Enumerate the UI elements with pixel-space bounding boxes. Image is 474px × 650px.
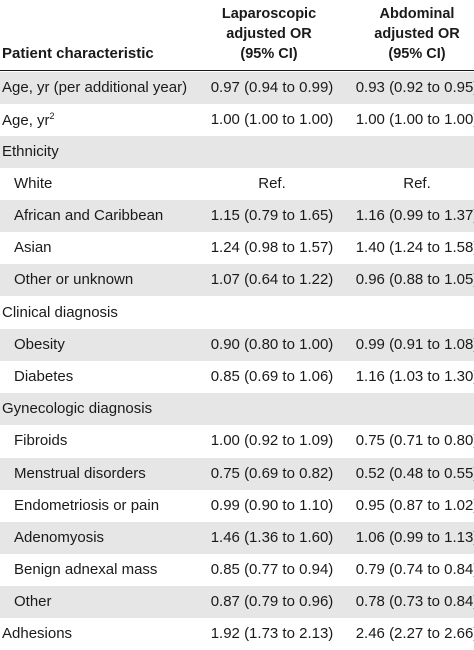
header-laparoscopic-line3: (95% CI) xyxy=(240,46,298,62)
section-label: Ethnicity xyxy=(2,143,59,160)
table-row: Benign adnexal mass 0.85 (0.77 to 0.94) … xyxy=(0,554,474,586)
table-row: Obesity 0.90 (0.80 to 1.00) 0.99 (0.91 t… xyxy=(0,329,474,361)
abdominal-value: 1.16 (0.99 to 1.37) xyxy=(355,207,474,224)
laparoscopic-value: 1.92 (1.73 to 2.13) xyxy=(210,625,334,642)
abdominal-value: 2.46 (2.27 to 2.66) xyxy=(355,625,474,642)
table-row: Fibroids 1.00 (0.92 to 1.09) 0.75 (0.71 … xyxy=(0,425,474,457)
abdominal-value: 1.06 (0.99 to 1.13) xyxy=(355,529,474,546)
row-label: Age, yr2 xyxy=(2,111,55,129)
abdominal-value: 0.52 (0.48 to 0.55) xyxy=(355,465,474,482)
laparoscopic-value: 0.85 (0.77 to 0.94) xyxy=(210,561,334,578)
row-label: Age, yr (per additional year) xyxy=(2,79,188,96)
table-row: Endometriosis or pain 0.99 (0.90 to 1.10… xyxy=(0,490,474,522)
table-section-row: Ethnicity xyxy=(0,136,474,168)
header-abdominal-line2: adjusted OR xyxy=(374,26,460,42)
laparoscopic-value: 1.46 (1.36 to 1.60) xyxy=(210,529,334,546)
row-label: Menstrual disorders xyxy=(14,465,146,482)
row-label: Fibroids xyxy=(14,432,68,449)
table-row: Other 0.87 (0.79 to 0.96) 0.78 (0.73 to … xyxy=(0,586,474,618)
table-section-row: Clinical diagnosis xyxy=(0,297,474,329)
row-label: African and Caribbean xyxy=(14,207,164,224)
laparoscopic-value: 0.85 (0.69 to 1.06) xyxy=(210,368,334,385)
table-header: Patient characteristic Laparoscopic adju… xyxy=(0,0,474,71)
abdominal-value: 0.79 (0.74 to 0.84) xyxy=(355,561,474,578)
row-label: Adenomyosis xyxy=(14,529,105,546)
row-label: Endometriosis or pain xyxy=(14,497,160,514)
laparoscopic-value: 1.24 (0.98 to 1.57) xyxy=(210,239,334,256)
abdominal-value: 0.93 (0.92 to 0.95) xyxy=(355,79,474,96)
header-laparoscopic-line1: Laparoscopic xyxy=(221,6,317,22)
table-row: African and Caribbean 1.15 (0.79 to 1.65… xyxy=(0,200,474,232)
table-row: Age, yr2 1.00 (1.00 to 1.00) 1.00 (1.00 … xyxy=(0,104,474,136)
laparoscopic-value: 0.97 (0.94 to 0.99) xyxy=(210,79,334,96)
row-label: Obesity xyxy=(14,336,65,353)
table-row: Diabetes 0.85 (0.69 to 1.06) 1.16 (1.03 … xyxy=(0,361,474,393)
laparoscopic-value: 0.90 (0.80 to 1.00) xyxy=(210,336,334,353)
table-row: Menstrual disorders 0.75 (0.69 to 0.82) … xyxy=(0,458,474,490)
laparoscopic-value: 1.00 (1.00 to 1.00) xyxy=(210,111,334,128)
row-label: Adhesions xyxy=(2,625,73,642)
header-laparoscopic: Laparoscopic adjusted OR (95% CI) xyxy=(204,4,334,64)
abdominal-value: 1.00 (1.00 to 1.00) xyxy=(355,111,474,128)
laparoscopic-value: 0.87 (0.79 to 0.96) xyxy=(210,593,334,610)
table-row: White Ref. Ref. xyxy=(0,168,474,200)
section-label: Gynecologic diagnosis xyxy=(2,400,153,417)
table-section-row: Gynecologic diagnosis xyxy=(0,393,474,425)
abdominal-value: 0.99 (0.91 to 1.08) xyxy=(355,336,474,353)
abdominal-value: Ref. xyxy=(403,175,431,192)
table-row: Adhesions 1.92 (1.73 to 2.13) 2.46 (2.27… xyxy=(0,618,474,650)
abdominal-value: 0.96 (0.88 to 1.05) xyxy=(355,271,474,288)
row-label: Other xyxy=(14,593,52,610)
abdominal-value: 1.16 (1.03 to 1.30) xyxy=(355,368,474,385)
row-label: White xyxy=(14,175,53,192)
row-label: Diabetes xyxy=(14,368,74,385)
abdominal-value: 0.75 (0.71 to 0.80) xyxy=(355,432,474,449)
row-label-text: Age, yr xyxy=(2,112,50,129)
laparoscopic-value: 0.75 (0.69 to 0.82) xyxy=(210,465,334,482)
row-label-superscript: 2 xyxy=(49,111,55,121)
laparoscopic-value: 0.99 (0.90 to 1.10) xyxy=(210,497,334,514)
table-row: Asian 1.24 (0.98 to 1.57) 1.40 (1.24 to … xyxy=(0,232,474,264)
abdominal-value: 0.78 (0.73 to 0.84) xyxy=(355,593,474,610)
laparoscopic-value: 1.15 (0.79 to 1.65) xyxy=(210,207,334,224)
table-row: Adenomyosis 1.46 (1.36 to 1.60) 1.06 (0.… xyxy=(0,522,474,554)
table-row: Age, yr (per additional year) 0.97 (0.94… xyxy=(0,72,474,104)
row-label: Asian xyxy=(14,239,52,256)
header-abdominal: Abdominal adjusted OR (95% CI) xyxy=(352,4,474,64)
laparoscopic-value: 1.00 (0.92 to 1.09) xyxy=(210,432,334,449)
laparoscopic-value: Ref. xyxy=(258,175,286,192)
section-label: Clinical diagnosis xyxy=(2,304,118,321)
laparoscopic-value: 1.07 (0.64 to 1.22) xyxy=(210,271,334,288)
header-characteristic: Patient characteristic xyxy=(2,45,154,62)
row-label: Other or unknown xyxy=(14,271,134,288)
header-abdominal-line1: Abdominal xyxy=(379,6,455,22)
row-label: Benign adnexal mass xyxy=(14,561,158,578)
header-laparoscopic-line2: adjusted OR xyxy=(226,26,312,42)
abdominal-value: 0.95 (0.87 to 1.02) xyxy=(355,497,474,514)
header-abdominal-line3: (95% CI) xyxy=(388,46,446,62)
abdominal-value: 1.40 (1.24 to 1.58) xyxy=(355,239,474,256)
table-row: Other or unknown 1.07 (0.64 to 1.22) 0.9… xyxy=(0,264,474,296)
